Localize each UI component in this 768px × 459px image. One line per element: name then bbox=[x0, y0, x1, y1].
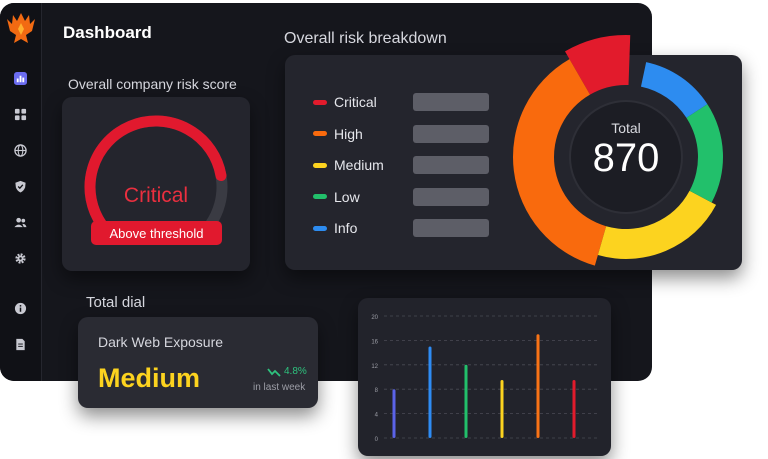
legend-swatch bbox=[313, 194, 327, 199]
threshold-badge: Above threshold bbox=[91, 221, 222, 245]
bar-chart-card: 0 4 8 12 16 20 bbox=[358, 298, 611, 456]
bar-4 bbox=[500, 380, 504, 438]
risk-score-card: Critical Above threshold bbox=[62, 97, 250, 271]
y-tick-label: 0 bbox=[375, 437, 379, 443]
legend-label: Critical bbox=[334, 94, 377, 110]
dark-web-change: 4.8% bbox=[284, 366, 307, 377]
page-title: Dashboard bbox=[63, 23, 152, 42]
legend-item-critical: Critical bbox=[313, 93, 377, 111]
bar-5 bbox=[536, 334, 540, 438]
risk-score-heading: Overall company risk score bbox=[68, 76, 237, 92]
legend-item-info: Info bbox=[313, 219, 357, 237]
sidebar bbox=[0, 3, 42, 381]
legend-swatch bbox=[313, 131, 327, 136]
risk-level-label: Critical bbox=[123, 184, 189, 207]
bar-2 bbox=[428, 346, 432, 438]
legend-value-placeholder bbox=[413, 124, 489, 143]
dark-web-change-caption: in last week bbox=[253, 382, 306, 393]
nav-settings[interactable] bbox=[11, 249, 30, 268]
phoenix-logo-icon bbox=[7, 13, 35, 43]
legend-value-placeholder bbox=[413, 219, 489, 237]
y-tick-label: 20 bbox=[371, 315, 378, 321]
legend-value-placeholder bbox=[413, 156, 489, 174]
shield-icon bbox=[15, 180, 26, 193]
nav-security[interactable] bbox=[11, 177, 30, 196]
y-tick-label: 4 bbox=[375, 413, 379, 419]
total-value: 870 bbox=[592, 136, 660, 180]
dark-web-title: Dark Web Exposure bbox=[98, 334, 224, 350]
legend-swatch bbox=[313, 162, 327, 168]
total-dial-heading: Total dial bbox=[86, 294, 146, 311]
nav-dashboard[interactable] bbox=[11, 69, 30, 88]
nav-users[interactable] bbox=[11, 213, 30, 232]
gear-icon bbox=[15, 253, 26, 264]
bar-1 bbox=[392, 389, 396, 438]
legend-item-high: High bbox=[313, 125, 363, 143]
grid-icon bbox=[14, 108, 27, 121]
legend-swatch bbox=[313, 225, 327, 231]
bar-chart-icon bbox=[14, 72, 27, 85]
bar-chart: 0 4 8 12 16 20 bbox=[371, 315, 600, 443]
y-tick-label: 8 bbox=[375, 388, 379, 394]
gauge-fill-arc bbox=[84, 115, 227, 231]
nav-apps[interactable] bbox=[11, 105, 30, 124]
total-label: Total bbox=[611, 120, 641, 136]
dark-web-level: Medium bbox=[98, 363, 201, 393]
legend-label: Medium bbox=[334, 157, 384, 173]
risk-breakdown-heading: Overall risk breakdown bbox=[284, 30, 447, 47]
y-tick-label: 12 bbox=[371, 364, 378, 370]
legend-label: Low bbox=[334, 188, 360, 205]
risk-gauge bbox=[84, 115, 228, 231]
users-icon bbox=[14, 217, 27, 228]
nav-info[interactable] bbox=[11, 299, 30, 318]
legend-value-placeholder bbox=[413, 187, 489, 206]
bar-3 bbox=[464, 364, 468, 438]
nav-web[interactable] bbox=[11, 141, 30, 160]
legend-swatch bbox=[313, 99, 327, 105]
legend-label: Info bbox=[334, 220, 358, 236]
y-tick-label: 16 bbox=[371, 339, 378, 345]
trend-down-icon bbox=[267, 368, 281, 377]
nav-reports[interactable] bbox=[11, 335, 30, 354]
legend-label: High bbox=[334, 125, 363, 142]
dark-web-card[interactable]: Dark Web Exposure Medium 4.8% in last we… bbox=[78, 317, 318, 408]
legend-value-placeholder bbox=[413, 93, 489, 111]
legend-item-medium: Medium bbox=[313, 156, 384, 174]
bar-6 bbox=[572, 380, 576, 438]
legend-item-low: Low bbox=[313, 188, 360, 206]
document-icon bbox=[16, 338, 25, 351]
globe-icon bbox=[14, 144, 27, 157]
info-icon bbox=[14, 302, 27, 315]
